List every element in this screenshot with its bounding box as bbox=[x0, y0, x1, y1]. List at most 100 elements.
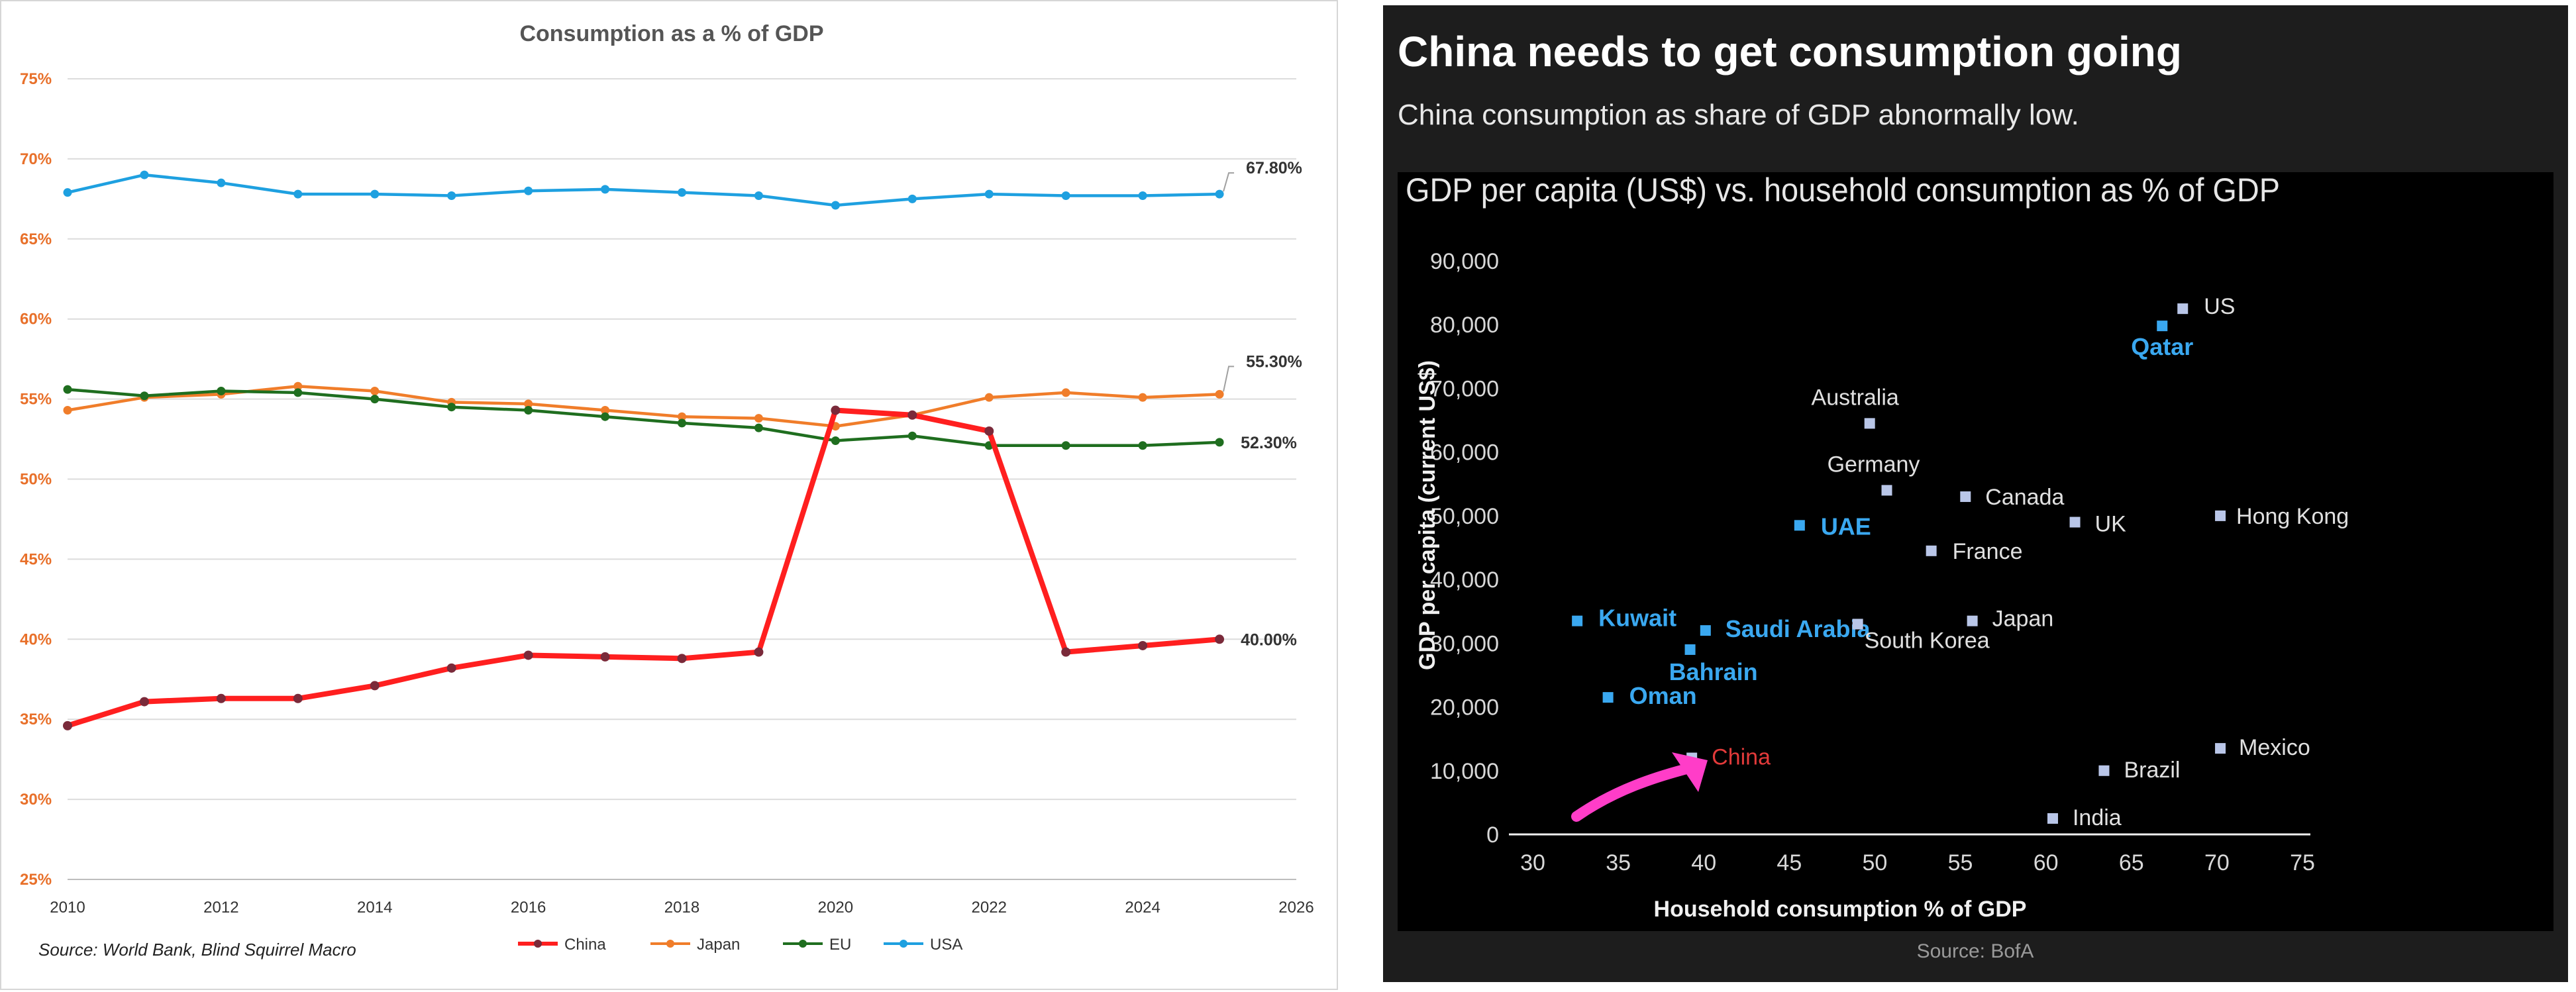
point-label-bahrain: Bahrain bbox=[1669, 658, 1758, 685]
series-line-japan bbox=[67, 385, 1220, 428]
legend-marker bbox=[666, 940, 674, 948]
x-tick-label: 35 bbox=[1606, 850, 1631, 875]
data-point-china bbox=[907, 410, 917, 420]
data-point-eu bbox=[601, 412, 610, 421]
scatter-point-saudi-arabia bbox=[1700, 625, 1711, 636]
data-point-china bbox=[1215, 634, 1225, 644]
x-tick-label: 2024 bbox=[1125, 899, 1160, 917]
x-tick-label: 2010 bbox=[50, 899, 85, 917]
legend-label-china: China bbox=[564, 936, 606, 954]
x-tick-label: 2022 bbox=[972, 899, 1007, 917]
arrow-head bbox=[1672, 752, 1708, 792]
data-point-eu bbox=[907, 431, 917, 440]
x-tick-label: 45 bbox=[1777, 850, 1802, 875]
scatter-point-qatar bbox=[2157, 321, 2168, 332]
y-tick-label: 60,000 bbox=[1430, 440, 1499, 466]
scatter-point-australia bbox=[1864, 418, 1875, 429]
data-point-japan bbox=[63, 406, 72, 415]
y-tick-label: 50,000 bbox=[1430, 504, 1499, 529]
x-tick-label: 75 bbox=[2290, 850, 2315, 875]
data-point-eu bbox=[293, 388, 303, 397]
data-point-usa bbox=[984, 189, 994, 199]
scatter-point-oman bbox=[1602, 692, 1614, 703]
data-point-usa bbox=[447, 191, 456, 201]
legend-label-usa: USA bbox=[930, 936, 962, 954]
data-point-china bbox=[293, 693, 303, 703]
legend-marker bbox=[534, 940, 542, 948]
scatter-point-mexico bbox=[2215, 743, 2226, 754]
data-point-usa bbox=[1061, 191, 1070, 201]
data-point-japan bbox=[524, 399, 533, 409]
data-point-eu bbox=[1215, 438, 1224, 447]
data-point-usa bbox=[1215, 189, 1224, 199]
scatter-point-bahrain bbox=[1684, 644, 1696, 655]
scatter-point-japan bbox=[1967, 615, 1978, 626]
scatter-point-brazil bbox=[2098, 765, 2110, 776]
x-tick-label: 2026 bbox=[1278, 899, 1314, 917]
y-tick-label: 0 bbox=[1486, 822, 1499, 848]
data-point-eu bbox=[1138, 441, 1147, 450]
point-label-us: US bbox=[2204, 294, 2235, 319]
data-point-usa bbox=[140, 170, 149, 179]
y-tick-label: 55% bbox=[20, 391, 52, 409]
y-tick-label: 75% bbox=[20, 70, 52, 88]
data-point-japan bbox=[1215, 389, 1224, 399]
point-label-uk: UK bbox=[2095, 512, 2127, 537]
data-point-japan bbox=[293, 381, 303, 391]
y-tick-label: 65% bbox=[20, 230, 52, 248]
series-line-eu bbox=[67, 387, 1220, 447]
y-tick-label: 70,000 bbox=[1430, 376, 1499, 401]
arrow-annotation bbox=[1571, 762, 1700, 822]
data-point-usa bbox=[217, 178, 226, 187]
point-label-qatar: Qatar bbox=[2131, 333, 2193, 360]
data-point-eu bbox=[754, 423, 763, 432]
y-axis-label: GDP per capita (current US$) bbox=[1415, 360, 1440, 670]
data-point-usa bbox=[907, 194, 917, 203]
legend-marker bbox=[799, 940, 807, 948]
scatter-point-uk bbox=[2069, 517, 2081, 528]
data-point-china bbox=[600, 652, 610, 662]
y-tick-label: 30% bbox=[20, 791, 52, 809]
point-label-china: China bbox=[1712, 745, 1771, 770]
end-value-label-eu: 52.30% bbox=[1241, 434, 1297, 452]
point-label-france: France bbox=[1953, 539, 2023, 564]
point-label-brazil: Brazil bbox=[2124, 758, 2180, 783]
line-chart: Consumption as a % of GDP 25% 30% 35% 40% 45… bbox=[20, 21, 1314, 960]
data-point-japan bbox=[601, 406, 610, 415]
point-label-japan: Japan bbox=[1992, 607, 2054, 632]
legend-label-japan: Japan bbox=[697, 936, 740, 954]
x-tick-label: 2020 bbox=[818, 899, 853, 917]
point-label-canada: Canada bbox=[1985, 485, 2064, 510]
y-tick-label: 50% bbox=[20, 471, 52, 489]
scatter-point-kuwait bbox=[1572, 615, 1583, 626]
data-point-china bbox=[677, 654, 687, 664]
y-tick-label: 20,000 bbox=[1430, 695, 1499, 720]
line-chart-panel: Consumption as a % of GDP 25% 30% 35% 40% 45… bbox=[0, 0, 1338, 990]
scatter-chart-panel: China needs to get consumption going Chi… bbox=[1383, 5, 2568, 982]
scatter-point-uae bbox=[1794, 520, 1805, 531]
end-value-label-china: 40.00% bbox=[1241, 630, 1297, 649]
end-value-label-japan: 55.30% bbox=[1246, 352, 1302, 371]
x-tick-label: 2014 bbox=[357, 899, 392, 917]
point-label-kuwait: Kuwait bbox=[1598, 605, 1676, 632]
scatter-chart-title: GDP per capita (US$) vs. household consu… bbox=[1406, 172, 2280, 209]
point-label-germany: Germany bbox=[1828, 452, 1920, 477]
data-point-china bbox=[370, 681, 380, 691]
x-tick-label: 55 bbox=[1948, 850, 1973, 875]
y-tick-label: 90,000 bbox=[1430, 249, 1499, 274]
data-point-eu bbox=[524, 406, 533, 415]
data-point-eu bbox=[831, 436, 840, 445]
data-point-japan bbox=[1138, 393, 1147, 402]
x-tick-label: 50 bbox=[1863, 850, 1888, 875]
end-value-label-usa: 67.80% bbox=[1246, 159, 1302, 177]
x-tick-label: 60 bbox=[2034, 850, 2059, 875]
data-point-usa bbox=[601, 185, 610, 194]
point-label-australia: Australia bbox=[1812, 385, 1899, 410]
scatter-point-india bbox=[2047, 813, 2058, 824]
headline: China needs to get consumption going bbox=[1398, 28, 2182, 75]
x-tick-label: 65 bbox=[2119, 850, 2144, 875]
data-point-japan bbox=[984, 393, 994, 402]
y-tick-label: 60% bbox=[20, 311, 52, 328]
x-tick-label: 30 bbox=[1520, 850, 1545, 875]
line-chart-title: Consumption as a % of GDP bbox=[519, 21, 823, 46]
